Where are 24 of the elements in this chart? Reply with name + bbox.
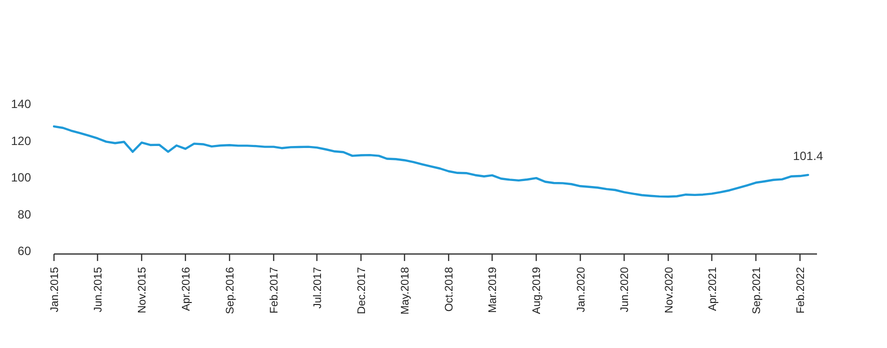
y-tick-label: 140	[10, 97, 32, 112]
x-tick-label: Nov.2015	[136, 267, 149, 314]
y-tick-label: 80	[18, 207, 32, 222]
x-tick-label: Oct.2018	[444, 267, 456, 312]
x-tick-label: Aug.2019	[531, 267, 544, 314]
x-tick-label: Jun.2020	[619, 267, 632, 312]
x-tick-label: Apr.2016	[180, 267, 192, 312]
y-tick-label: 60	[18, 244, 32, 258]
x-tick-label: Jul.2017	[312, 267, 324, 309]
x-tick-label: Apr.2021	[706, 267, 719, 312]
annotation: 101.4	[793, 148, 824, 163]
x-tick-label: Feb.2017	[268, 267, 281, 314]
y-tick-label: 120	[10, 134, 32, 148]
x-tick-label: Sep.2016	[224, 267, 237, 314]
x-tick-label: Jun.2015	[92, 267, 105, 312]
x-tick-label: Mar.2019	[487, 267, 500, 313]
x-tick-label: Jan.2015	[49, 267, 61, 312]
x-tick-label: Nov.2020	[663, 267, 676, 314]
x-tick-label: Jan.2020	[575, 267, 588, 312]
x-tick-label: Feb.2022	[794, 267, 807, 314]
x-tick-label: Sep.2021	[750, 267, 763, 314]
x-tick-label: Dec.2017	[356, 267, 368, 314]
y-tick-label: 100	[10, 170, 32, 185]
x-tick-label: May.2018	[400, 267, 412, 314]
